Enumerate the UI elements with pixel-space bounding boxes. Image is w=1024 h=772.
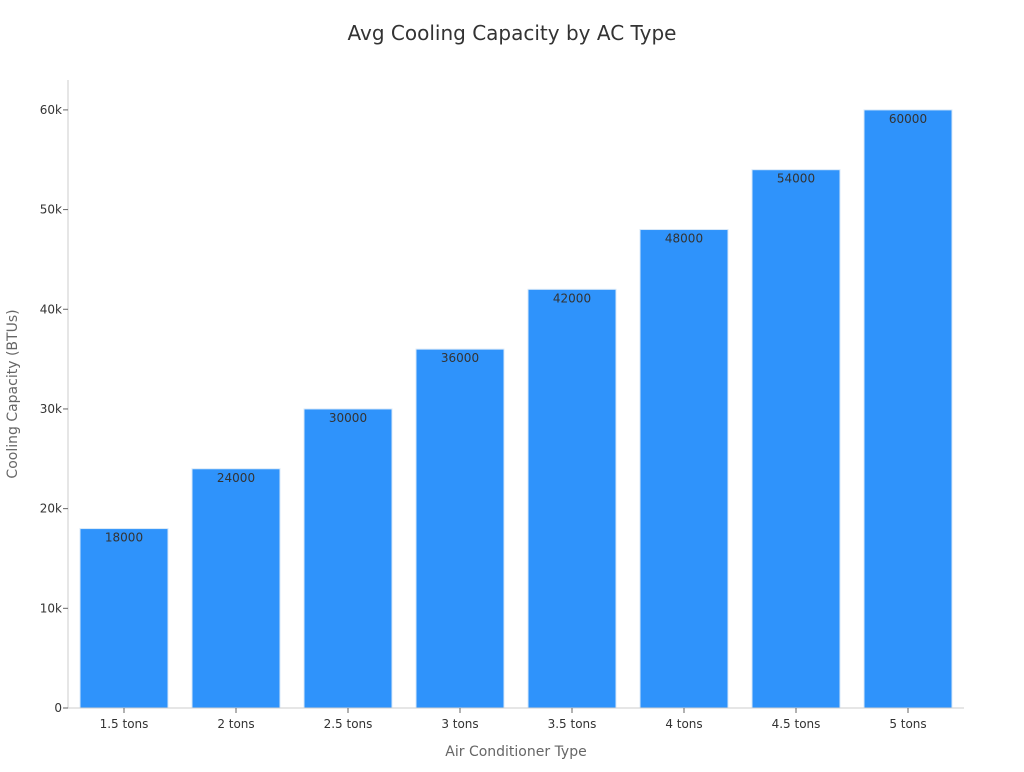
bar-data-label: 30000 (329, 411, 367, 425)
bar-data-label: 54000 (777, 172, 815, 186)
y-tick-label: 50k (40, 203, 62, 217)
bar-data-label: 48000 (665, 232, 703, 246)
bar (751, 169, 841, 709)
x-axis-label: Air Conditioner Type (445, 744, 586, 760)
bar-data-label: 42000 (553, 291, 591, 305)
y-tick-label: 60k (40, 103, 62, 117)
bar-data-label: 36000 (441, 351, 479, 365)
x-tick-label: 3.5 tons (548, 717, 597, 731)
y-tick-label: 40k (40, 302, 62, 316)
y-tick-label: 20k (40, 502, 62, 516)
chart-title: Avg Cooling Capacity by AC Type (348, 21, 677, 45)
bar (415, 348, 505, 709)
bar-data-label: 60000 (889, 112, 927, 126)
bar-data-label: 18000 (105, 531, 143, 545)
x-axis: 1.5 tons 2 tons 2.5 tons 3 tons 3.5 tons 4 to… (68, 707, 964, 731)
x-tick-label: 2.5 tons (324, 717, 373, 731)
y-tick-label: 0 (54, 701, 62, 715)
bar (191, 468, 281, 709)
x-tick-label: 2 tons (217, 717, 254, 731)
y-axis: 0 10k 20k 30k 40k 50k 60k (40, 80, 69, 715)
bar (303, 408, 393, 709)
bar (863, 109, 953, 709)
bars-group: 18000 24000 30000 36000 42000 48000 54000 60000 (79, 109, 953, 709)
y-tick-label: 10k (40, 601, 62, 615)
y-axis-label: Cooling Capacity (BTUs) (5, 309, 21, 478)
bar (79, 528, 169, 709)
x-tick-label: 4 tons (665, 717, 702, 731)
x-tick-label: 4.5 tons (772, 717, 821, 731)
x-tick-label: 3 tons (441, 717, 478, 731)
y-tick-label: 30k (40, 402, 62, 416)
x-tick-label: 5 tons (889, 717, 926, 731)
x-tick-label: 1.5 tons (100, 717, 149, 731)
bar-data-label: 24000 (217, 471, 255, 485)
bar (639, 229, 729, 709)
bar (527, 288, 617, 709)
